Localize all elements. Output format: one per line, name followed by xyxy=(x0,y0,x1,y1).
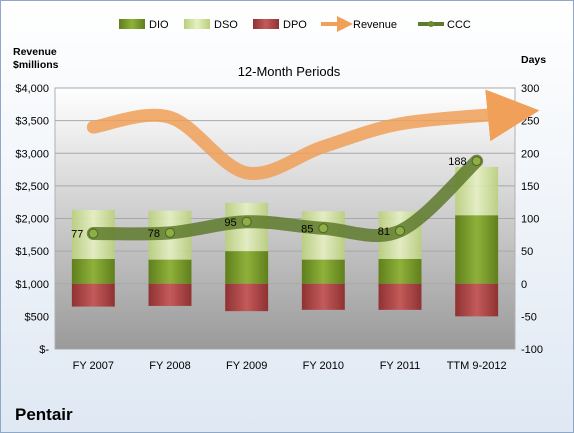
data-label-ccc: 188 xyxy=(448,156,466,168)
legend-label-dio: DIO xyxy=(149,19,169,31)
right-tick-label: 0 xyxy=(521,279,527,291)
point-ccc xyxy=(471,156,482,167)
left-tick-label: $3,500 xyxy=(15,116,49,128)
legend-swatch-dso xyxy=(184,19,210,29)
bar-dpo xyxy=(148,283,192,306)
point-ccc xyxy=(88,228,99,239)
bar-dpo xyxy=(378,283,422,310)
company-name: Pentair xyxy=(15,405,73,424)
right-axis-title: Days xyxy=(521,54,546,66)
left-axis: $- $500 $1,000 $1,500 $2,000 $2,500 $3,000 $3,5… xyxy=(15,83,49,356)
left-tick-label: $- xyxy=(39,344,49,356)
bars xyxy=(71,166,499,317)
data-label-ccc: 78 xyxy=(148,228,160,240)
legend-item-ccc: CCC xyxy=(418,19,471,31)
bar-dpo xyxy=(225,283,269,312)
left-axis-title-line2: $millions xyxy=(13,59,59,71)
left-tick-label: $1,500 xyxy=(15,246,49,258)
left-tick-label: $2,000 xyxy=(15,214,49,226)
x-tick-label: TTM 9-2012 xyxy=(447,360,507,372)
point-ccc xyxy=(165,227,175,238)
right-tick-label: 100 xyxy=(521,214,539,226)
x-tick-label: FY 2009 xyxy=(226,360,267,372)
x-tick-label: FY 2007 xyxy=(73,360,114,372)
legend-label-dso: DSO xyxy=(214,19,238,31)
legend: DIO DSO DPO Revenue CCC xyxy=(119,16,471,32)
right-tick-label: 200 xyxy=(521,148,539,160)
bar-dio xyxy=(455,215,499,284)
chart-svg: DIO DSO DPO Revenue CCC Revenue $million… xyxy=(13,16,546,372)
right-tick-label: -100 xyxy=(521,344,543,356)
bar-dio xyxy=(378,258,422,284)
right-axis: -100 -50 0 50 100 150 200 250 300 xyxy=(521,83,543,356)
point-ccc xyxy=(395,225,405,236)
legend-swatch-dpo xyxy=(253,19,279,29)
legend-marker-ccc xyxy=(428,21,434,27)
legend-item-dio: DIO xyxy=(119,19,169,31)
bar-dio xyxy=(148,259,192,284)
right-tick-label: -50 xyxy=(521,311,537,323)
point-ccc xyxy=(318,223,329,234)
legend-label-revenue: Revenue xyxy=(353,19,397,31)
x-tick-label: FY 2008 xyxy=(149,360,190,372)
lines: 77 78 95 85 81 188 xyxy=(71,89,540,243)
legend-item-dso: DSO xyxy=(184,19,238,31)
left-tick-label: $500 xyxy=(25,311,49,323)
left-tick-label: $1,000 xyxy=(15,279,49,291)
x-tick-label: FY 2010 xyxy=(303,360,344,372)
right-tick-label: 250 xyxy=(521,116,539,128)
data-label-ccc: 95 xyxy=(224,217,236,229)
legend-label-ccc: CCC xyxy=(447,19,471,31)
legend-label-dpo: DPO xyxy=(283,19,307,31)
bar-dpo xyxy=(71,283,115,307)
data-label-ccc: 77 xyxy=(71,229,83,241)
bar-dio xyxy=(225,251,269,284)
x-tick-label: FY 2011 xyxy=(380,360,421,372)
bar-dpo xyxy=(455,283,499,317)
point-ccc xyxy=(241,216,252,227)
bar-dio xyxy=(301,259,345,284)
left-tick-label: $3,000 xyxy=(15,148,49,160)
data-label-ccc: 85 xyxy=(301,223,313,235)
right-tick-label: 150 xyxy=(521,181,539,193)
right-tick-label: 300 xyxy=(521,83,539,95)
left-tick-label: $4,000 xyxy=(15,83,49,95)
legend-swatch-dio xyxy=(119,19,145,29)
right-tick-label: 50 xyxy=(521,246,533,258)
legend-item-revenue: Revenue xyxy=(321,16,397,32)
x-axis: FY 2007 FY 2008 FY 2009 FY 2010 FY 2011 TTM 9… xyxy=(73,360,507,372)
line-revenue xyxy=(86,89,540,180)
left-axis-title-line1: Revenue xyxy=(13,46,57,58)
chart-title: 12-Month Periods xyxy=(238,64,341,79)
left-tick-label: $2,500 xyxy=(15,181,49,193)
data-label-ccc: 81 xyxy=(378,226,390,238)
bar-dio xyxy=(71,258,115,284)
legend-item-dpo: DPO xyxy=(253,19,307,31)
bar-dpo xyxy=(301,283,345,310)
